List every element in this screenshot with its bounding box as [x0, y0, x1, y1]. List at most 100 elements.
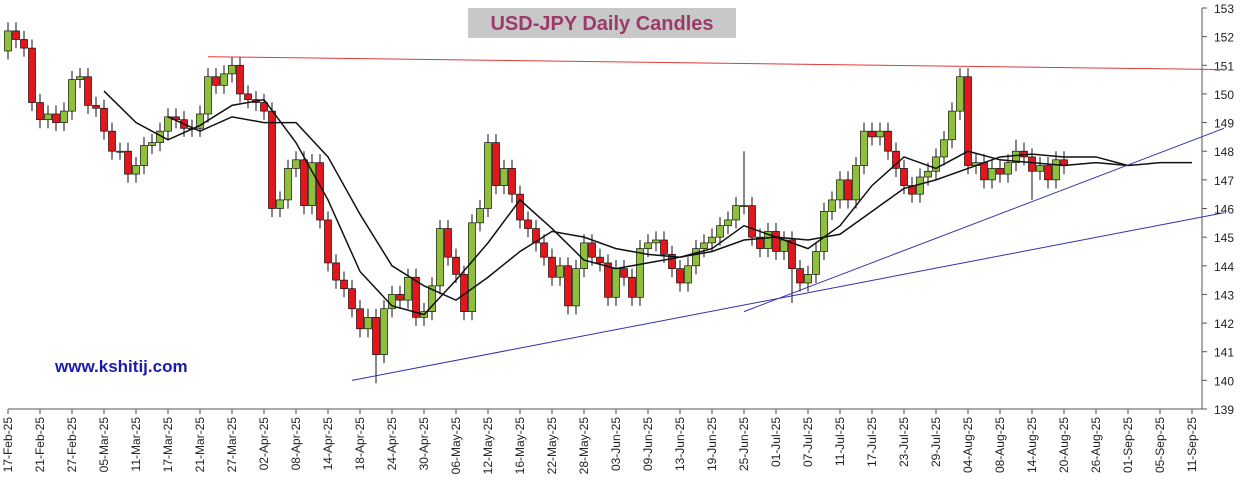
candle-body	[444, 228, 452, 258]
x-tick-label: 04-Aug-25	[961, 417, 975, 473]
candle-body	[260, 102, 268, 112]
y-tick-label: 150	[1214, 88, 1234, 102]
x-tick-label: 08-Apr-25	[289, 417, 303, 471]
y-tick-label: 142	[1214, 317, 1234, 331]
candle-body	[756, 236, 764, 249]
candle-body	[4, 30, 12, 52]
candle-body	[548, 256, 556, 278]
candle-body	[500, 168, 508, 186]
x-tick-label: 06-May-25	[449, 417, 463, 475]
candle-body	[860, 130, 868, 166]
candle-body	[284, 168, 292, 201]
candle-body	[340, 279, 348, 290]
candle-body	[556, 265, 564, 278]
y-tick-label: 147	[1214, 174, 1234, 188]
y-tick-label: 141	[1214, 346, 1234, 360]
candle-body	[652, 239, 660, 244]
candle-body	[228, 64, 236, 75]
x-tick-label: 18-Apr-25	[353, 417, 367, 471]
candle-body	[268, 110, 276, 209]
candle-body	[516, 193, 524, 221]
candle-body	[924, 170, 932, 178]
x-tick-label: 05-Sep-25	[1153, 417, 1167, 473]
candle-body	[524, 219, 532, 229]
x-tick-label: 16-May-25	[513, 417, 527, 475]
candle-body	[404, 276, 412, 301]
y-tick-label: 143	[1214, 288, 1234, 302]
x-tick-label: 22-May-25	[545, 417, 559, 475]
candle-body	[620, 268, 628, 278]
candle-body	[412, 276, 420, 318]
x-tick-label: 29-Jul-25	[929, 417, 943, 467]
candle-body	[20, 39, 28, 49]
candle-body	[36, 102, 44, 121]
candle-body	[828, 199, 836, 212]
x-tick-label: 09-Jun-25	[641, 417, 655, 471]
candle-body	[788, 239, 796, 269]
candle-body	[572, 268, 580, 307]
trend-line	[743, 127, 1225, 313]
trend-line	[207, 56, 1225, 71]
x-tick-label: 26-Aug-25	[1089, 417, 1103, 473]
candle-body	[140, 145, 148, 166]
candle-body	[212, 76, 220, 86]
candle-body	[964, 76, 972, 166]
candle-body	[564, 265, 572, 307]
candle-body	[476, 208, 484, 224]
x-tick-label: 01-Sep-25	[1121, 417, 1135, 473]
candle-body	[108, 130, 116, 152]
chart-title: USD-JPY Daily Candles	[490, 13, 713, 35]
x-tick-label: 07-Jul-25	[801, 417, 815, 467]
candle-body	[52, 113, 60, 123]
candle-body	[332, 262, 340, 281]
candle-body	[68, 79, 76, 112]
x-tick-label: 17-Mar-25	[161, 417, 175, 473]
candle-body	[588, 242, 596, 258]
candle-body	[164, 116, 172, 132]
candle-body	[764, 231, 772, 249]
candle-body	[852, 165, 860, 201]
y-tick-label: 146	[1214, 203, 1234, 217]
candle-body	[660, 239, 668, 255]
y-tick-label: 151	[1214, 59, 1234, 73]
candle-body	[772, 231, 780, 252]
x-tick-label: 02-Apr-25	[257, 417, 271, 471]
candle-body	[276, 199, 284, 209]
candle-body	[540, 242, 548, 258]
candle-body	[740, 205, 748, 207]
candle-body	[92, 105, 100, 109]
candle-body	[836, 179, 844, 201]
candle-body	[804, 274, 812, 284]
candle-body	[1028, 156, 1036, 172]
candle-body	[1044, 165, 1052, 181]
candle-body	[708, 236, 716, 244]
x-tick-label: 03-Jun-25	[609, 417, 623, 471]
candle-body	[484, 142, 492, 209]
candle-body	[748, 205, 756, 238]
candle-body	[428, 285, 436, 312]
candle-body	[892, 150, 900, 169]
x-tick-label: 14-Aug-25	[1025, 417, 1039, 473]
candle-body	[348, 288, 356, 310]
candle-body	[372, 316, 380, 355]
x-tick-label: 28-May-25	[577, 417, 591, 475]
candle-body	[980, 162, 988, 181]
candle-body	[580, 242, 588, 270]
candle-body	[1036, 165, 1044, 172]
y-tick-label: 153	[1214, 2, 1234, 16]
x-tick-label: 27-Mar-25	[225, 417, 239, 473]
candle-body	[324, 219, 332, 264]
candle-body	[132, 165, 140, 175]
candle-body	[468, 222, 476, 312]
candle-body	[676, 268, 684, 284]
y-tick-label: 144	[1214, 260, 1234, 274]
candle-body	[692, 248, 700, 267]
candle-body	[12, 30, 20, 40]
x-tick-label: 25-Jun-25	[737, 417, 751, 471]
x-tick-label: 23-Jul-25	[897, 417, 911, 467]
candle-body	[236, 64, 244, 95]
candle-body	[532, 228, 540, 244]
x-tick-label: 14-Apr-25	[321, 417, 335, 471]
candle-body	[436, 228, 444, 287]
candle-body	[716, 225, 724, 238]
